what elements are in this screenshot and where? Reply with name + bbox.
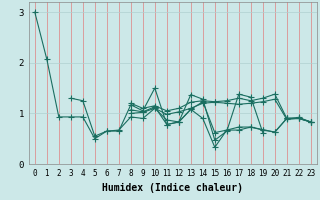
- X-axis label: Humidex (Indice chaleur): Humidex (Indice chaleur): [102, 183, 243, 193]
